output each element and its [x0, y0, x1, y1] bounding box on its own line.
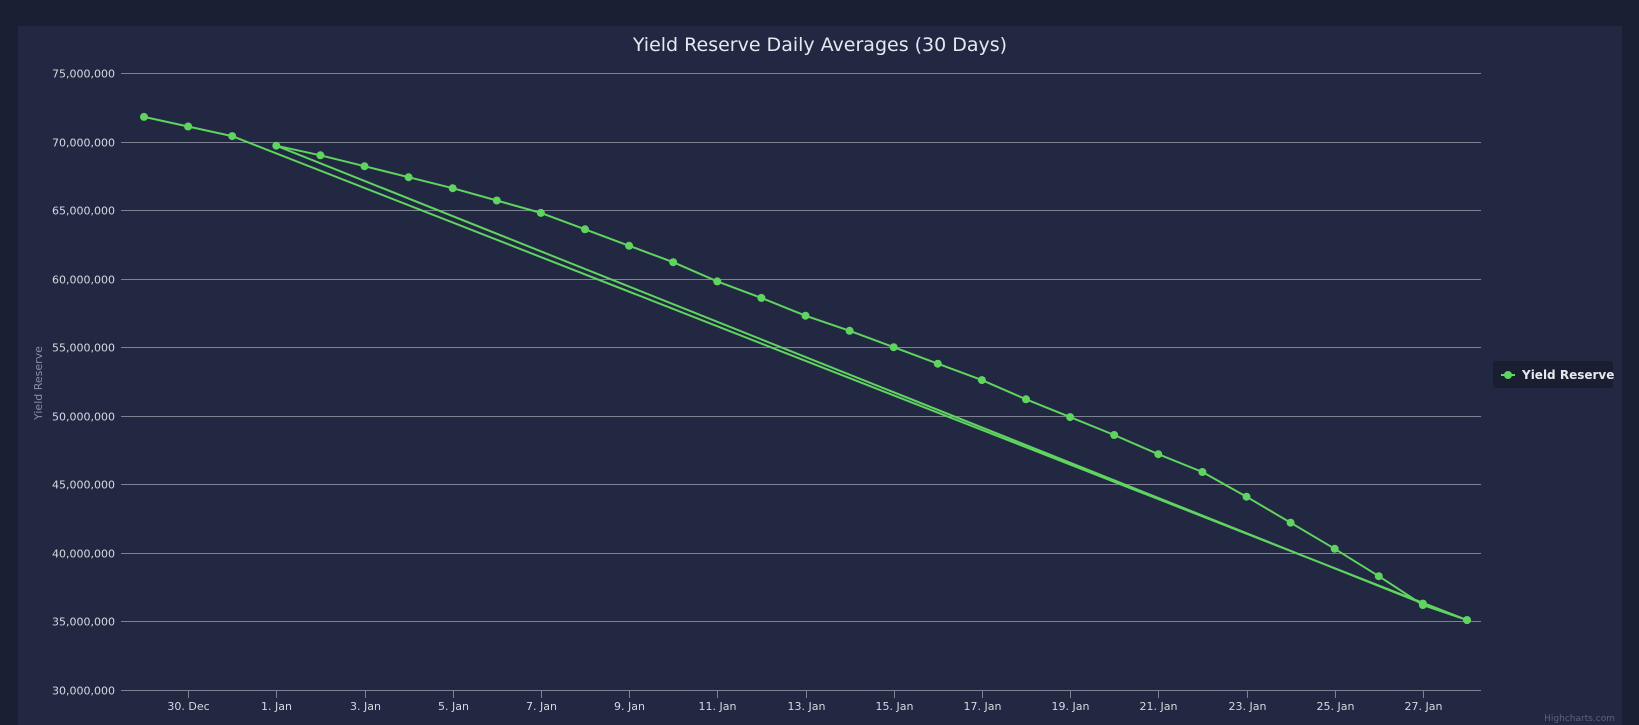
data-point[interactable] — [1154, 450, 1163, 459]
data-point[interactable] — [404, 173, 413, 182]
credits-link[interactable]: Highcharts.com — [1544, 714, 1615, 724]
data-point[interactable] — [448, 184, 457, 193]
legend[interactable]: Yield Reserve — [1493, 361, 1614, 388]
y-tick-label: 75,000,000 — [52, 68, 115, 81]
data-point[interactable] — [669, 258, 678, 267]
data-point[interactable] — [1286, 518, 1295, 527]
grid-lines — [121, 73, 1481, 691]
data-point[interactable] — [360, 162, 369, 171]
legend-item-yield-reserve[interactable]: Yield Reserve — [1521, 368, 1614, 382]
x-tick-label: 5. Jan — [438, 700, 469, 713]
y-tick-label: 65,000,000 — [52, 205, 115, 218]
y-tick-label: 50,000,000 — [52, 411, 115, 424]
series-yield-reserve[interactable] — [140, 112, 1471, 625]
data-point[interactable] — [228, 132, 237, 141]
y-tick-label: 70,000,000 — [52, 137, 115, 150]
x-tick-label: 13. Jan — [788, 700, 826, 713]
data-point[interactable] — [977, 376, 986, 385]
data-point[interactable] — [581, 225, 589, 234]
y-tick-label: 45,000,000 — [52, 479, 115, 492]
data-point[interactable] — [801, 311, 810, 320]
legend-marker-icon — [1504, 371, 1512, 379]
x-tick-label: 23. Jan — [1229, 700, 1267, 713]
data-point[interactable] — [184, 122, 193, 131]
x-tick-label: 27. Jan — [1405, 700, 1443, 713]
data-point[interactable] — [1330, 544, 1339, 553]
data-point[interactable] — [272, 141, 281, 150]
x-tick-label: 1. Jan — [261, 700, 292, 713]
y-axis-title: Yield Reserve — [32, 346, 45, 421]
data-point[interactable] — [140, 112, 148, 121]
x-tick-label: 3. Jan — [350, 700, 381, 713]
x-tick-label: 11. Jan — [699, 700, 737, 713]
x-tick-label: 25. Jan — [1317, 700, 1355, 713]
data-point[interactable] — [1066, 413, 1075, 422]
data-point[interactable] — [1418, 601, 1427, 609]
x-tick-label: 7. Jan — [526, 700, 557, 713]
y-tick-label: 40,000,000 — [52, 548, 115, 561]
y-tick-label: 60,000,000 — [52, 274, 115, 287]
x-tick-label: 30. Dec — [167, 700, 209, 713]
x-tick-label: 21. Jan — [1140, 700, 1178, 713]
x-tick-label: 15. Jan — [876, 700, 914, 713]
data-point[interactable] — [316, 151, 325, 160]
data-point[interactable] — [1242, 492, 1251, 501]
y-tick-label: 55,000,000 — [52, 342, 115, 355]
data-point[interactable] — [536, 208, 545, 217]
data-point[interactable] — [1022, 395, 1030, 404]
data-point[interactable] — [625, 241, 634, 250]
x-tick-label: 19. Jan — [1052, 700, 1090, 713]
data-point[interactable] — [889, 343, 898, 352]
data-point[interactable] — [845, 326, 854, 335]
data-point[interactable] — [1463, 616, 1471, 625]
x-tick-label: 17. Jan — [964, 700, 1002, 713]
data-point[interactable] — [1374, 572, 1383, 581]
data-point[interactable] — [1110, 431, 1119, 439]
data-point[interactable] — [933, 359, 942, 368]
data-point[interactable] — [1198, 468, 1207, 476]
y-tick-label: 35,000,000 — [52, 616, 115, 629]
chart-title: Yield Reserve Daily Averages (30 Days) — [632, 34, 1007, 56]
series-line — [143, 115, 1468, 622]
y-tick-label: 30,000,000 — [52, 685, 115, 698]
legend-box — [1493, 361, 1613, 388]
data-point[interactable] — [713, 277, 722, 286]
data-point[interactable] — [492, 196, 501, 205]
data-point[interactable] — [757, 293, 766, 302]
x-tick-label: 9. Jan — [614, 700, 645, 713]
y-axis-ticks: 30,000,000 35,000,000 40,000,000 45,000,000… — [52, 68, 115, 698]
x-axis-ticks: 30. Dec 1. Jan 3. Jan 5. Jan 7. Jan 9. Jan 11.… — [167, 690, 1442, 713]
